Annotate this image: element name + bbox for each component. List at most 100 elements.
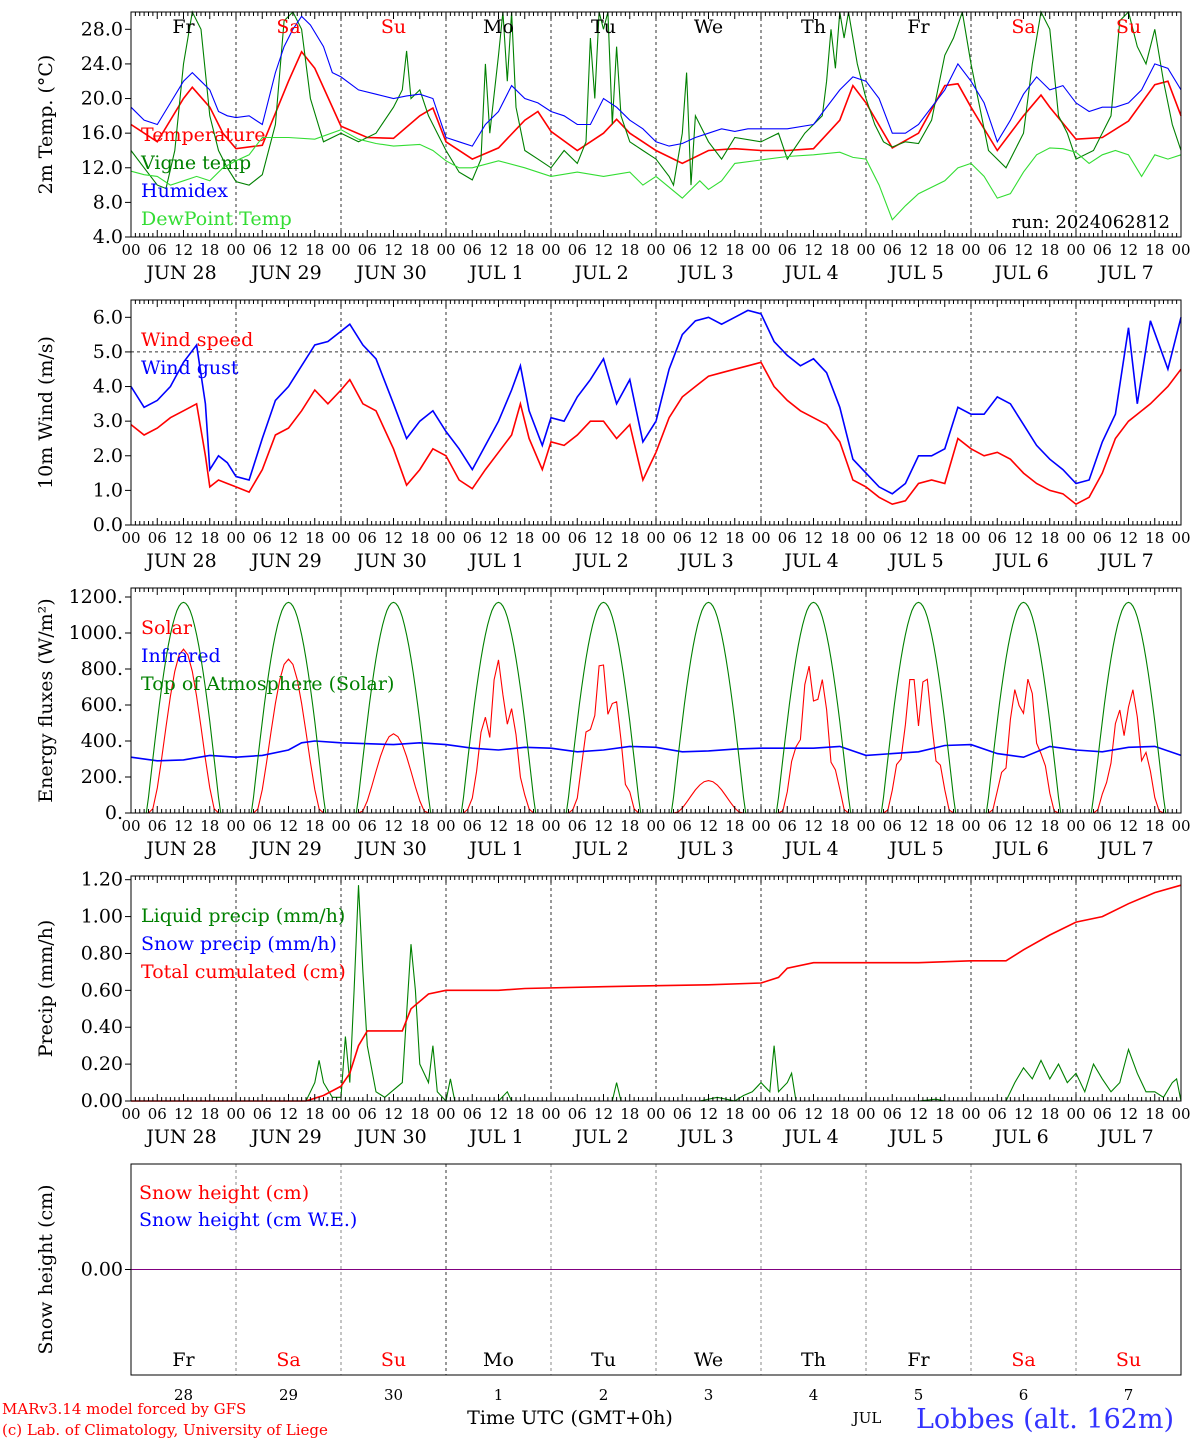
daynum-label: 7 (1124, 1386, 1134, 1404)
legend-solar: Solar (141, 617, 193, 639)
y-tick-label: 1.00 (81, 906, 123, 928)
hour-label: 06 (148, 529, 167, 547)
hour-label: 12 (594, 529, 613, 547)
hour-label: 18 (1040, 241, 1059, 259)
date-label: JUL 2 (572, 838, 628, 860)
date-label: JUL 1 (467, 550, 523, 572)
y-tick-label: 0.80 (81, 942, 123, 964)
date-label: JUN 30 (354, 838, 426, 860)
hour-label: 00 (436, 241, 455, 259)
month-label: JUL (851, 1409, 882, 1427)
hour-label: 06 (673, 1105, 692, 1123)
date-label: JUN 28 (144, 1126, 216, 1148)
hour-label: 00 (226, 1105, 245, 1123)
y-tick-label: 400. (81, 730, 123, 752)
hour-label: 00 (541, 817, 560, 835)
date-label: JUL 1 (467, 1126, 523, 1148)
date-label: JUL 6 (992, 550, 1048, 572)
date-label: JUN 28 (144, 550, 216, 572)
y-tick-label: 200. (81, 766, 123, 788)
hour-label: 00 (856, 241, 875, 259)
hour-label: 00 (541, 241, 560, 259)
hour-label: 06 (778, 1105, 797, 1123)
hour-label: 06 (253, 1105, 272, 1123)
date-label: JUN 29 (249, 1126, 321, 1148)
date-label: JUL 3 (677, 550, 733, 572)
panel-3: Solar Infrared Top of Atmosphere (Solar) 0.… (35, 586, 1191, 860)
hour-label: 18 (1040, 529, 1059, 547)
hour-label: 18 (1040, 1105, 1059, 1123)
hour-label: 12 (489, 817, 508, 835)
date-label: JUL 4 (782, 838, 838, 860)
hour-label: 06 (463, 817, 482, 835)
hour-label: 12 (699, 817, 718, 835)
hour-label: 00 (1066, 817, 1085, 835)
hour-label: 06 (568, 817, 587, 835)
top-weekday-label: Sa (1011, 16, 1035, 38)
hour-label: 18 (620, 817, 639, 835)
hour-label: 00 (751, 1105, 770, 1123)
y-tick-label: 20.0 (81, 88, 123, 110)
hour-label: 06 (883, 1105, 902, 1123)
hour-label: 00 (436, 817, 455, 835)
y-tick-label: 4.0 (93, 376, 123, 398)
hour-label: 12 (174, 241, 193, 259)
daynum-label: 6 (1019, 1386, 1029, 1404)
hour-label: 00 (226, 241, 245, 259)
hour-label: 06 (358, 529, 377, 547)
hour-label: 00 (856, 1105, 875, 1123)
daynum-label: 4 (809, 1386, 819, 1404)
hour-label: 06 (778, 241, 797, 259)
hour-label: 06 (673, 529, 692, 547)
weekday-label: Sa (276, 1349, 300, 1371)
hour-label: 18 (515, 241, 534, 259)
hour-label: 06 (883, 817, 902, 835)
hour-label: 18 (1145, 529, 1164, 547)
date-label: JUL 5 (887, 838, 943, 860)
hour-label: 12 (909, 241, 928, 259)
y-tick-label: 0. (105, 802, 123, 824)
hour-label: 06 (988, 529, 1007, 547)
plot-frame (130, 299, 1182, 526)
date-label: JUL 3 (677, 838, 733, 860)
date-label: JUL 6 (992, 838, 1048, 860)
hour-label: 12 (909, 1105, 928, 1123)
y-tick-label: 0.00 (81, 1090, 123, 1112)
date-label: JUL 6 (992, 262, 1048, 284)
hour-label: 00 (646, 529, 665, 547)
top-weekday-label: Su (381, 16, 406, 38)
hour-label: 12 (699, 241, 718, 259)
date-label: JUN 28 (144, 262, 216, 284)
hour-label: 18 (305, 529, 324, 547)
run-label: run: 2024062812 (1012, 212, 1170, 233)
y-tick-label: 24.0 (81, 53, 123, 75)
y-axis-label: 10m Wind (m/s) (35, 336, 57, 489)
hour-label: 12 (174, 1105, 193, 1123)
hour-label: 06 (1093, 817, 1112, 835)
legend-top-of-atmosphere-solar: Top of Atmosphere (Solar) (141, 673, 394, 695)
hour-label: 06 (358, 241, 377, 259)
top-weekday-label: Fr (172, 16, 195, 38)
hour-label: 00 (331, 241, 350, 259)
hour-label: 12 (1119, 529, 1138, 547)
y-tick-label: 0.00 (81, 1259, 123, 1281)
series-line-humidex (130, 15, 1182, 147)
hour-label: 06 (988, 817, 1007, 835)
hour-label: 00 (1171, 529, 1190, 547)
y-tick-label: 600. (81, 694, 123, 716)
date-label: JUL 2 (572, 1126, 628, 1148)
y-axis-label: Energy fluxes (W/m²) (35, 598, 57, 802)
hour-label: 12 (384, 817, 403, 835)
y-tick-label: 0.0 (93, 514, 123, 536)
hour-label: 06 (463, 529, 482, 547)
y-tick-label: 2.0 (93, 445, 123, 467)
hour-label: 00 (646, 817, 665, 835)
date-label: JUL 1 (467, 262, 523, 284)
hour-label: 18 (200, 817, 219, 835)
hour-label: 06 (1093, 529, 1112, 547)
hour-label: 18 (725, 817, 744, 835)
top-weekday-label: Mo (483, 16, 514, 38)
date-label: JUL 7 (1097, 262, 1153, 284)
date-label: JUN 29 (249, 262, 321, 284)
weekday-label: We (694, 1349, 723, 1371)
